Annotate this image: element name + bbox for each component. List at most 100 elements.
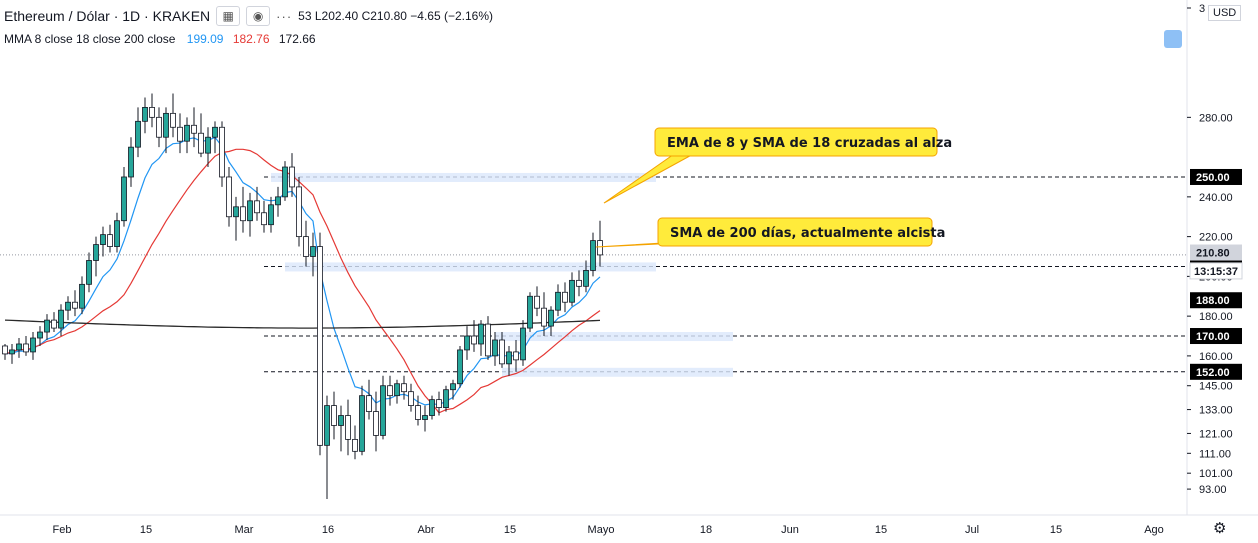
ohlc-readout: 53 L202.40 C210.80 −4.65 (−2.16%) (298, 9, 493, 23)
candle (520, 327, 526, 361)
candle (429, 399, 435, 416)
candle (534, 295, 540, 309)
highlight-zone (495, 332, 733, 342)
candle (107, 234, 113, 247)
candle (296, 186, 302, 238)
callout-ema-cross-box (654, 127, 938, 157)
highlight-zone (502, 367, 733, 377)
x-tick-label: 15 (1050, 524, 1062, 536)
currency-label[interactable]: USD (1208, 5, 1242, 21)
indicator-legend[interactable]: MMA 8 close 18 close 200 close 199.09 18… (4, 32, 316, 46)
highlight-zone (271, 172, 656, 182)
candle (9, 349, 15, 355)
candle (79, 283, 85, 309)
x-tick-label: Jul (965, 524, 979, 536)
candle (100, 234, 106, 245)
candle (513, 351, 519, 361)
autoscale-icon[interactable] (1164, 30, 1182, 48)
candle (275, 196, 281, 206)
y-tick-label: 160.00 (1199, 351, 1233, 363)
candle (373, 411, 379, 436)
candle (114, 220, 120, 247)
candle (289, 166, 295, 188)
candle (191, 124, 197, 134)
candle (499, 339, 505, 365)
candle (170, 112, 176, 128)
level-tag-bg (1190, 168, 1242, 185)
candle (317, 246, 323, 446)
candle (72, 301, 78, 309)
candle (457, 349, 463, 385)
candle (464, 335, 470, 351)
ma18-tag: 188.00 (1196, 295, 1230, 307)
x-tick-label: Mayo (588, 524, 615, 536)
y-tick-label: 220.00 (1199, 232, 1233, 244)
candle (128, 146, 134, 178)
candle (149, 107, 155, 118)
candle (135, 120, 141, 148)
time-axis: Feb 15 Mar 16 Abr 15 Mayo 18 Jun 15 Jul 15 Ago (53, 524, 1164, 536)
candle (51, 319, 57, 329)
annotations: EMA de 8 y SMA de 18 cruzadas al alza SMA… (595, 127, 952, 248)
candle (380, 385, 386, 436)
level-tag: 250.00 (1196, 172, 1230, 184)
candle (16, 343, 22, 351)
candle (492, 339, 498, 357)
x-tick-label: Ago (1144, 524, 1164, 536)
candle (590, 240, 596, 271)
eye-icon[interactable]: ◉ (246, 6, 271, 26)
y-tick-label: 145.00 (1199, 381, 1233, 393)
candle (436, 399, 442, 408)
candle (86, 260, 92, 285)
highlight-zones (271, 172, 733, 377)
x-tick-label: 15 (875, 524, 887, 536)
candle (142, 107, 148, 122)
candle (226, 176, 232, 218)
y-tick-label: 101.00 (1199, 468, 1233, 480)
candle (387, 385, 393, 397)
candle (37, 331, 43, 339)
candle (184, 124, 190, 142)
candle (562, 291, 568, 303)
candle (401, 383, 407, 393)
level-tag-bg (1190, 363, 1242, 380)
candle (121, 176, 127, 222)
y-tick-label: 133.00 (1199, 405, 1233, 417)
candle (548, 309, 554, 327)
candle (268, 204, 274, 226)
callout-sma200-box (657, 217, 933, 247)
candle (569, 279, 575, 303)
candle (478, 323, 484, 345)
candle (366, 395, 372, 412)
candle (23, 343, 29, 353)
x-tick-label: Abr (417, 524, 434, 536)
symbol-title[interactable]: Ethereum / Dólar · 1D · KRAKEN (4, 8, 211, 24)
level-tag: 170.00 (1196, 331, 1230, 343)
candle (415, 405, 421, 420)
interval-button[interactable]: ▦ (216, 6, 241, 26)
candle (282, 166, 288, 198)
x-tick-label: Feb (53, 524, 72, 536)
sma18-line (4, 148, 601, 414)
candle (198, 132, 204, 154)
gear-icon[interactable]: ⚙ (1213, 520, 1227, 537)
candle (506, 351, 512, 365)
callout-sma200: SMA de 200 días, actualmente alcista (670, 226, 945, 241)
callout-ema-cross: EMA de 8 y SMA de 18 cruzadas al alza (667, 136, 952, 151)
more-dots-icon[interactable]: ··· (276, 8, 293, 24)
sma18-value: 182.76 (232, 32, 270, 46)
x-tick-label: Jun (781, 524, 799, 536)
candle (408, 391, 414, 406)
candle (324, 405, 330, 446)
candle (394, 383, 400, 397)
last-price-tag: 210.80 (1196, 248, 1230, 260)
candle (310, 246, 316, 257)
candle (177, 126, 183, 142)
candle (58, 309, 64, 329)
level-tag: 152.00 (1196, 367, 1230, 379)
candle (352, 438, 358, 452)
candlesticks (2, 93, 603, 500)
candle (331, 405, 337, 426)
candle (597, 240, 603, 256)
